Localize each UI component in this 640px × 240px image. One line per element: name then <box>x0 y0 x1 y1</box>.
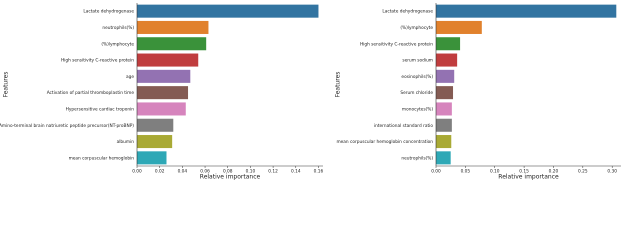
bar <box>137 4 319 18</box>
bar <box>137 20 209 34</box>
y-tick-label: neutrophils(%) <box>401 155 433 161</box>
bar <box>137 151 167 165</box>
bar <box>137 69 191 83</box>
y-tick-label: mean corpuscular hemoglobin <box>69 155 135 161</box>
y-tick-label: Lactate dehydrogenase <box>382 9 433 15</box>
y-tick-label: international standard ratio <box>374 123 433 129</box>
bar <box>436 53 458 67</box>
y-tick-label: Amino-terminal brain natriuretic peptide… <box>0 123 134 129</box>
y-tick-label: mean corpuscular hemoglobin concentratio… <box>336 139 433 145</box>
x-tick-label: 0.14 <box>291 169 301 175</box>
bar <box>436 118 452 132</box>
x-tick-label: 0.00 <box>132 169 142 175</box>
y-tick-label: (%)lymphocyte <box>400 25 433 31</box>
bar <box>137 102 186 116</box>
bar <box>137 53 199 67</box>
y-tick-label: Activation of partial thromboplastin tim… <box>47 90 135 96</box>
x-tick-label: 0.10 <box>246 169 256 175</box>
bar <box>436 4 617 18</box>
x-tick-label: 0.04 <box>178 169 188 175</box>
bar <box>436 135 452 149</box>
x-axis-label: Relative importance <box>498 174 559 181</box>
y-tick-label: serum sodium <box>402 58 433 64</box>
y-tick-label: age <box>126 75 134 80</box>
x-tick-label: 0.12 <box>268 169 278 175</box>
y-tick-label: High sensitivity C-reactive protein <box>360 41 433 47</box>
x-tick-label: 0.00 <box>431 169 441 175</box>
y-axis-label: Features <box>3 72 10 98</box>
y-tick-label: (%)lymphocyte <box>101 41 134 47</box>
y-tick-label: High sensitivity C-reactive protein <box>61 58 134 64</box>
y-tick-label: neutrophils(%) <box>102 25 134 31</box>
y-tick-label: Lactate dehydrogenase <box>83 9 134 15</box>
bar <box>436 37 461 51</box>
y-tick-label: Hypersensitive cardiac troponin <box>66 106 135 112</box>
bar <box>137 86 189 100</box>
bar <box>436 102 452 116</box>
bar <box>137 37 207 51</box>
x-tick-label: 0.30 <box>607 169 617 175</box>
x-tick-label: 0.02 <box>155 169 165 175</box>
x-tick-label: 0.05 <box>461 169 471 175</box>
bar <box>436 86 454 100</box>
x-tick-label: 0.25 <box>578 169 588 175</box>
figure: Lactate dehydrogenase neutrophils(%) (%)ly… <box>0 3 621 181</box>
x-tick-label: 0.20 <box>549 169 559 175</box>
x-tick-label: 0.08 <box>223 169 233 175</box>
x-axis-label: Relative importance <box>200 174 261 181</box>
bar <box>137 135 173 149</box>
x-tick-label: 0.16 <box>314 169 324 175</box>
bar <box>436 20 482 34</box>
y-tick-label: Serum chloride <box>400 90 433 96</box>
x-tick-label: 0.06 <box>200 169 210 175</box>
bar <box>436 69 455 83</box>
y-tick-label: eosinophils(%) <box>401 74 433 80</box>
y-tick-label: albumin <box>117 139 135 145</box>
bar <box>436 151 451 165</box>
y-axis-label: Features <box>335 72 342 98</box>
y-tick-label: monocytes(%) <box>402 106 433 112</box>
bar <box>137 118 174 132</box>
x-tick-label: 0.15 <box>519 169 529 175</box>
x-tick-label: 0.10 <box>490 169 500 175</box>
